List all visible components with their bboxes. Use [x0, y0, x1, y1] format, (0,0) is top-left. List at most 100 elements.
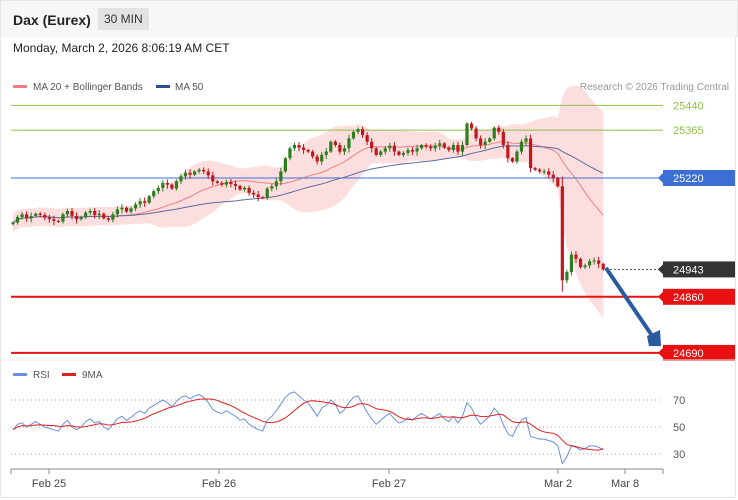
candle [388, 142, 392, 152]
candle [342, 145, 347, 156]
candle [542, 169, 546, 175]
ma20-legend-swatch [13, 85, 27, 88]
ma50-legend-swatch [156, 85, 170, 88]
candle [29, 212, 33, 223]
level-tag-24943 [663, 261, 735, 278]
candle [220, 181, 224, 187]
candle [370, 138, 374, 153]
candle [115, 206, 120, 218]
candle [229, 178, 233, 188]
candle [274, 178, 278, 190]
rsi-level-label-30: 30 [673, 449, 685, 461]
candle [556, 176, 560, 188]
candle [74, 212, 79, 224]
candle [197, 167, 201, 174]
candle [442, 142, 446, 150]
candle [583, 263, 587, 270]
candle [424, 143, 428, 149]
ma20-legend-label: MA 20 + Bollinger Bands [33, 82, 143, 93]
candle [497, 125, 501, 135]
candle [506, 141, 510, 163]
candle [528, 134, 533, 173]
candle [161, 179, 165, 192]
timeframe-badge[interactable]: 30 MIN [98, 8, 149, 30]
chart-header: Dax (Eurex) 30 MIN [0, 0, 738, 37]
candle [383, 145, 387, 155]
level-tag-25220 [663, 170, 735, 186]
forecast-arrow [604, 266, 661, 346]
level-label-24690: 24690 [673, 348, 704, 360]
rsi-level-label-50: 50 [673, 422, 685, 434]
candle [311, 149, 315, 159]
candle [179, 173, 183, 185]
candle [47, 214, 51, 223]
x-axis-labels: Feb 25 Feb 26 Feb 27 Mar 2 Mar 8 [10, 469, 664, 490]
candle [397, 150, 401, 157]
candle [301, 144, 306, 155]
candle [447, 145, 451, 153]
candle [84, 210, 88, 220]
candle [143, 197, 147, 207]
candle [460, 141, 465, 156]
candle [25, 211, 29, 222]
candle [102, 212, 106, 220]
x-tick-label: Feb 27 [372, 478, 406, 490]
candle [351, 130, 356, 140]
candle [238, 184, 242, 191]
candle [79, 215, 83, 221]
candle [379, 149, 383, 157]
x-tick-label: Mar 8 [611, 478, 639, 490]
candle [20, 211, 24, 220]
candle [52, 215, 56, 226]
candle [156, 185, 160, 194]
candle [215, 180, 219, 185]
candle [324, 148, 328, 160]
candle [315, 154, 319, 165]
candle [270, 183, 274, 192]
candle [601, 262, 605, 271]
candle [515, 149, 519, 164]
candle [147, 194, 151, 205]
candle [152, 189, 156, 199]
candle [138, 198, 142, 208]
candle [70, 208, 74, 220]
rsi-panel: 70 50 30 [11, 391, 685, 465]
candle [347, 134, 351, 153]
candle [111, 211, 115, 223]
candle [433, 142, 437, 152]
candle [538, 167, 542, 174]
candle [106, 216, 110, 222]
candle [547, 168, 551, 179]
candle [488, 137, 492, 144]
bollinger-band-fill [13, 85, 604, 319]
candle [451, 142, 455, 153]
price-levels: 25440 25365 25220 24943 24860 24690 [11, 100, 735, 361]
candle [574, 250, 578, 264]
candle [365, 132, 369, 146]
instrument-title: Dax (Eurex) [13, 12, 91, 28]
candle [306, 148, 310, 153]
bollinger-bands [13, 85, 604, 319]
candle [456, 142, 460, 156]
candle [510, 157, 514, 163]
x-tick-label: Feb 25 [32, 478, 66, 490]
candle [88, 208, 92, 216]
candle [533, 166, 537, 172]
candle [211, 171, 215, 186]
candle [438, 139, 442, 150]
candle [129, 206, 133, 214]
candle [329, 140, 333, 153]
candle [15, 215, 20, 225]
candle [124, 206, 129, 214]
candle [587, 258, 592, 269]
candle [479, 135, 483, 149]
candle [120, 204, 124, 214]
candle [183, 169, 188, 180]
level-tag-24860 [663, 288, 735, 305]
candle [38, 211, 42, 218]
candle [392, 142, 396, 156]
candle [410, 146, 415, 156]
candle [492, 126, 496, 141]
candle [415, 144, 419, 156]
chart-frame [0, 36, 736, 498]
